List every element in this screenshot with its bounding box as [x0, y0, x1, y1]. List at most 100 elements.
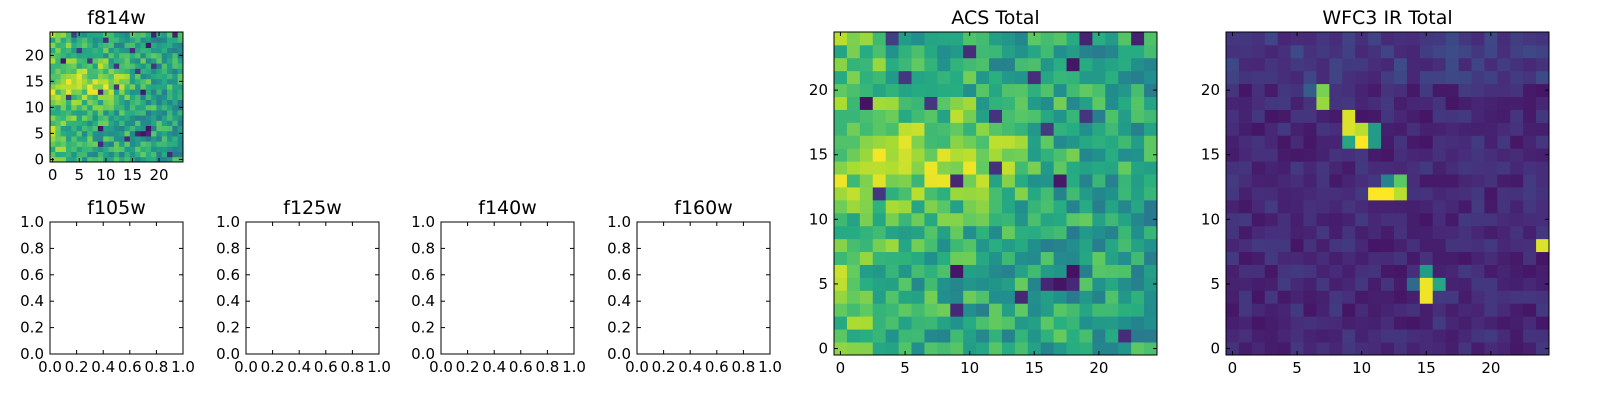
- heatmap-cell: [1497, 290, 1511, 304]
- heatmap-cell: [1523, 83, 1537, 97]
- heatmap-cell: [1432, 70, 1447, 85]
- heatmap-cell: [55, 141, 62, 147]
- heatmap-cell: [60, 104, 67, 111]
- heatmap-cell: [1290, 161, 1304, 175]
- heatmap-cell: [1053, 329, 1067, 343]
- heatmap-cell: [103, 78, 109, 85]
- heatmap-cell: [1092, 303, 1106, 317]
- heatmap-cell: [50, 115, 56, 121]
- heatmap-cell: [1264, 316, 1279, 330]
- y-tick-label: 10: [809, 210, 828, 228]
- heatmap-cell: [156, 104, 163, 111]
- heatmap-cell: [1406, 70, 1421, 85]
- heatmap-cell: [963, 303, 977, 317]
- heatmap-cell: [177, 94, 184, 100]
- heatmap-cell: [1536, 264, 1550, 278]
- heatmap-cell: [1458, 290, 1472, 304]
- heatmap-cell: [1445, 264, 1459, 278]
- heatmap-cell: [1406, 316, 1421, 330]
- heatmap-cell: [1027, 290, 1042, 304]
- heatmap-cell: [151, 136, 157, 142]
- heatmap-cell: [135, 58, 141, 64]
- x-tick-label: 0: [836, 359, 846, 377]
- heatmap-cell: [1290, 148, 1304, 162]
- x-tick-label: 0.6: [118, 358, 142, 376]
- heatmap-cell: [1342, 264, 1356, 278]
- heatmap-cell: [1144, 342, 1158, 356]
- heatmap-cell: [1523, 212, 1537, 227]
- heatmap-cell: [1144, 199, 1158, 214]
- heatmap-cell: [156, 120, 163, 126]
- heatmap-cell: [898, 316, 912, 330]
- y-tick-label: 20: [25, 46, 44, 64]
- heatmap-cell: [1264, 238, 1279, 253]
- heatmap-cell: [1027, 316, 1042, 330]
- heatmap-cell: [1092, 161, 1106, 175]
- heatmap-cell: [113, 37, 120, 43]
- heatmap-cell: [108, 110, 115, 116]
- heatmap-cell: [1238, 290, 1253, 304]
- heatmap-cell: [1497, 161, 1511, 175]
- heatmap-cell: [60, 42, 67, 48]
- heatmap-cell: [1419, 174, 1434, 188]
- heatmap-cell: [1484, 109, 1498, 123]
- heatmap-cell: [859, 83, 874, 97]
- heatmap-cell: [1027, 83, 1042, 97]
- heatmap-cell: [834, 57, 848, 72]
- heatmap-cell: [1432, 290, 1447, 304]
- heatmap-cell: [1303, 96, 1317, 110]
- heatmap-cell: [859, 277, 874, 291]
- heatmap-cell: [885, 264, 899, 278]
- y-tick-label: 0.4: [607, 292, 631, 310]
- heatmap-cell: [135, 63, 141, 69]
- heatmap-cell: [1458, 122, 1472, 136]
- heatmap-cell: [924, 57, 938, 72]
- heatmap-cell: [1510, 290, 1524, 304]
- heatmap-cell: [846, 109, 861, 123]
- heatmap-cell: [1303, 187, 1317, 201]
- heatmap-cell: [1118, 148, 1132, 162]
- heatmap-cell: [156, 63, 163, 69]
- heatmap-cell: [1264, 148, 1279, 162]
- heatmap-cell: [1523, 225, 1537, 240]
- heatmap-cell: [1238, 316, 1253, 330]
- heatmap-cell: [989, 303, 1003, 317]
- heatmap-cell: [1290, 316, 1304, 330]
- heatmap-cell: [1092, 264, 1106, 278]
- heatmap-cell: [1264, 225, 1279, 240]
- heatmap-cell: [1355, 44, 1369, 59]
- heatmap-cell: [1118, 212, 1132, 227]
- heatmap-cell: [1066, 187, 1080, 201]
- heatmap-cell: [161, 52, 168, 59]
- heatmap-cell: [1079, 57, 1093, 72]
- heatmap-cell: [1092, 251, 1106, 265]
- heatmap-cell: [1419, 32, 1434, 46]
- heatmap-cell: [1303, 161, 1317, 175]
- heatmap-cell: [140, 104, 147, 111]
- heatmap-cell: [140, 120, 147, 126]
- heatmap-cell: [1368, 161, 1382, 175]
- heatmap-cell: [92, 68, 99, 74]
- heatmap-cell: [1079, 251, 1093, 265]
- heatmap-cell: [963, 277, 977, 291]
- heatmap-cell: [103, 120, 109, 126]
- heatmap-cell: [1342, 329, 1356, 343]
- heatmap-cell: [937, 251, 951, 265]
- heatmap-cell: [1536, 316, 1550, 330]
- heatmap-cell: [1536, 303, 1550, 317]
- heatmap-cell: [911, 57, 925, 72]
- heatmap-cell: [65, 42, 72, 48]
- panel-title: WFC3 IR Total: [1322, 7, 1452, 29]
- heatmap-cell: [129, 141, 136, 147]
- heatmap-cell: [103, 68, 109, 74]
- heatmap-cell: [1251, 96, 1266, 110]
- heatmap-cell: [872, 44, 887, 59]
- heatmap-cell: [976, 32, 990, 46]
- heatmap-cell: [151, 130, 157, 137]
- heatmap-cell: [1393, 199, 1408, 214]
- x-tick-label: 15: [1025, 359, 1044, 377]
- heatmap-cell: [1066, 148, 1080, 162]
- heatmap-cell: [1484, 187, 1498, 201]
- heatmap-cell: [872, 161, 887, 175]
- heatmap-cell: [885, 122, 899, 136]
